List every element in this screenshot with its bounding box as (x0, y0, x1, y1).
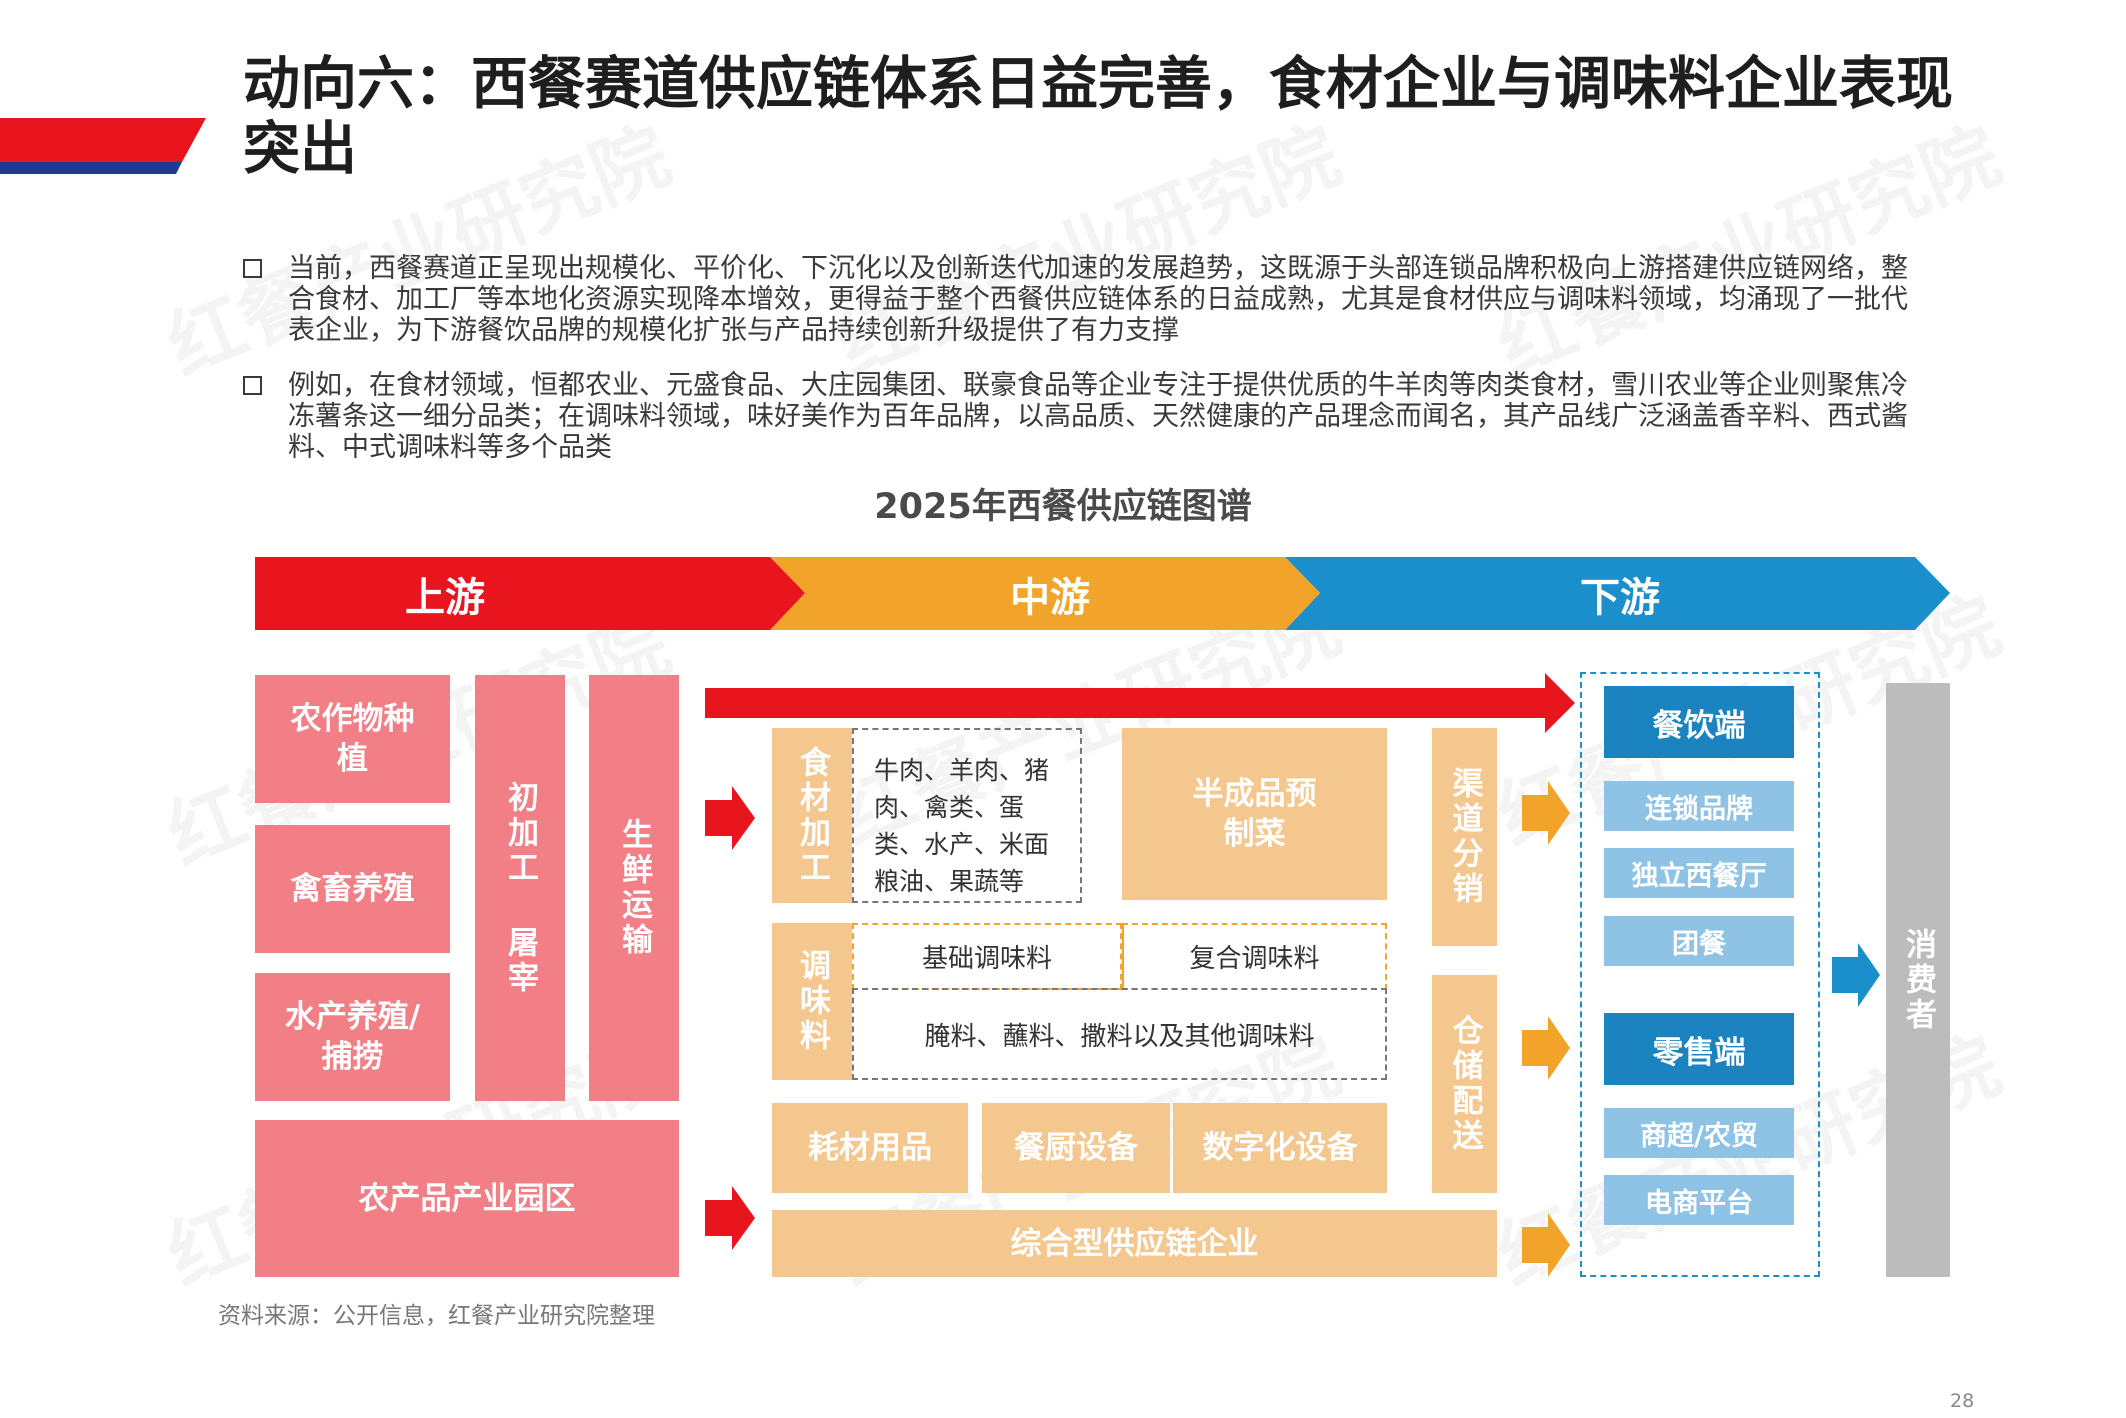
other-seasoning-cell: 腌料、蘸料、撒料以及其他调味料 (852, 988, 1387, 1080)
retail-item: 电商平台 (1604, 1175, 1794, 1225)
header-accent-bar (0, 118, 206, 174)
long-red-arrow (705, 673, 1575, 733)
downstream-arrow (1285, 557, 1950, 630)
blue-arrow-right-icon (1832, 943, 1880, 1007)
catering-item: 连锁品牌 (1604, 781, 1794, 831)
upstream-arrow (255, 557, 805, 630)
semi-finished-box: 半成品预制菜 (1122, 728, 1387, 900)
catering-header: 餐饮端 (1604, 686, 1794, 758)
catering-item: 独立西餐厅 (1604, 848, 1794, 898)
stage-label-midstream: 中游 (1010, 574, 1090, 621)
basic-seasoning-cell: 基础调味料 (852, 923, 1122, 990)
orange-arrow-right-icon (1522, 781, 1570, 845)
agri-park-box: 农产品产业园区 (255, 1120, 679, 1277)
crop-planting-box: 农作物种植 (255, 675, 450, 803)
catering-item: 团餐 (1604, 916, 1794, 966)
midstream-arrow (770, 557, 1320, 630)
food-items-text: 牛肉、羊肉、猪肉、禽类、蛋类、水产、米面粮油、果蔬等 (852, 728, 1082, 903)
warehouse-delivery-box: 仓储配送 (1432, 975, 1497, 1193)
downstream-group (1580, 672, 1820, 1277)
chart-title: 2025年西餐供应链图谱 (874, 487, 1252, 527)
consumables-box: 耗材用品 (772, 1103, 968, 1193)
compound-seasoning-cell: 复合调味料 (1122, 923, 1387, 990)
stage-label-downstream: 下游 (1580, 574, 1660, 621)
fresh-transport-box: 生鲜运输 (589, 675, 679, 1101)
channel-distribution-box: 渠道分销 (1432, 728, 1497, 946)
bullet-paragraph: 当前，西餐赛道正呈现出规模化、平价化、下沉化以及创新迭代加速的发展趋势，这既源于… (243, 253, 1923, 346)
bullet-square-icon (243, 376, 262, 395)
digital-equipment-box: 数字化设备 (1173, 1103, 1387, 1193)
consumer-box: 消费者 (1886, 683, 1950, 1277)
retail-item: 商超/农贸 (1604, 1108, 1794, 1158)
seasoning-label: 调味料 (772, 923, 852, 1080)
integrated-supply-box: 综合型供应链企业 (772, 1210, 1497, 1277)
source-note: 资料来源：公开信息，红餐产业研究院整理 (218, 1303, 655, 1329)
page-title: 动向六：西餐赛道供应链体系日益完善，食材企业与调味料企业表现突出 (243, 51, 1953, 182)
red-arrow-right-icon (705, 1186, 755, 1250)
aquatic-box: 水产养殖/捕捞 (255, 973, 450, 1101)
processing-slaughter-box: 初加工 屠宰 (475, 675, 565, 1101)
orange-arrow-right-icon (1522, 1213, 1570, 1277)
livestock-box: 禽畜养殖 (255, 825, 450, 953)
kitchen-equipment-box: 餐厨设备 (982, 1103, 1170, 1193)
retail-header: 零售端 (1604, 1013, 1794, 1085)
bullet-square-icon (243, 259, 262, 278)
page-number: 28 (1950, 1390, 1975, 1412)
orange-arrow-right-icon (1522, 1016, 1570, 1080)
bullet-paragraph: 例如，在食材领域，恒都农业、元盛食品、大庄园集团、联豪食品等企业专注于提供优质的… (243, 370, 1923, 463)
stage-label-upstream: 上游 (405, 574, 485, 621)
food-processing-label: 食材加工 (772, 728, 852, 903)
red-arrow-right-icon (705, 786, 755, 850)
